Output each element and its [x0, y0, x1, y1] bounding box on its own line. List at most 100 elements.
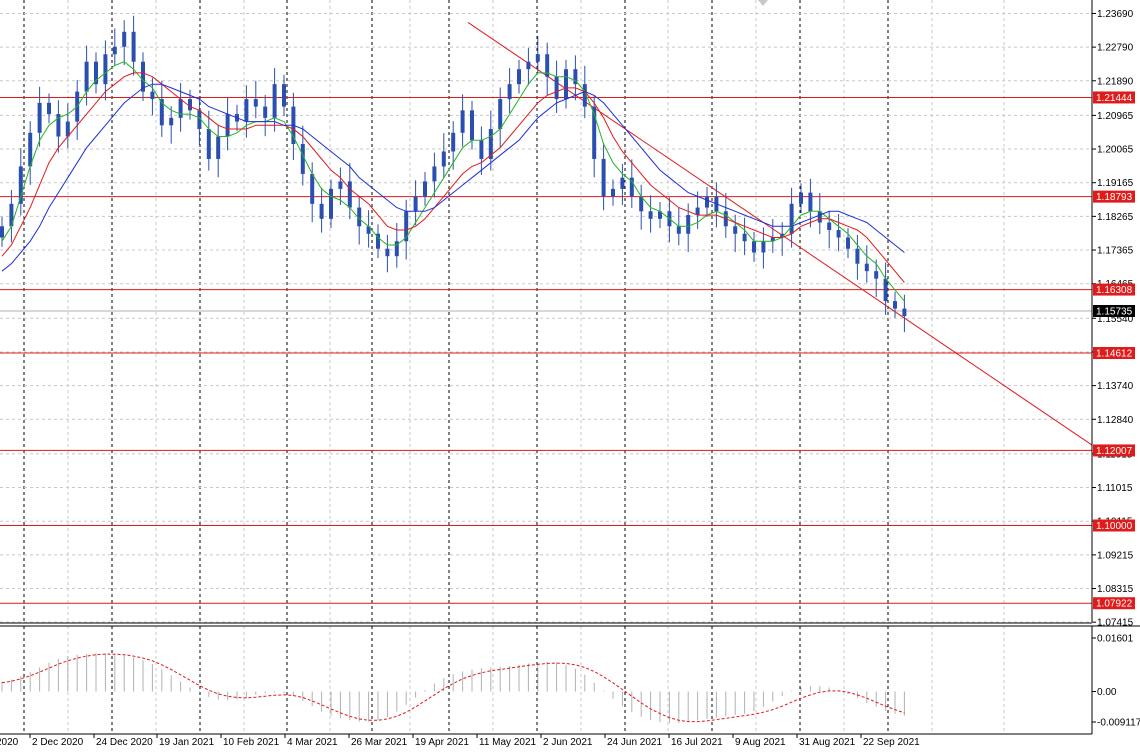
candle-body	[761, 241, 766, 253]
level-tag-bg	[1093, 444, 1135, 457]
candle-body	[385, 248, 390, 257]
level-tag-bg	[1093, 597, 1135, 610]
trendline[interactable]	[467, 22, 1093, 446]
time-tick-label: 24 Dec 2020	[96, 737, 153, 748]
time-tick-label: 26 Mar 2021	[351, 737, 408, 748]
candle-body	[460, 110, 465, 133]
scroll-marker-icon[interactable]	[758, 0, 768, 6]
candle-body	[545, 54, 550, 77]
candle-body	[84, 61, 89, 92]
candle-body	[197, 110, 202, 130]
candle-body	[150, 91, 155, 100]
candle-body	[103, 54, 108, 85]
level-tag-label: 1.12007	[1096, 446, 1133, 457]
candle-body	[705, 196, 709, 208]
candle-body	[441, 151, 446, 167]
candle-body	[18, 166, 23, 204]
candle-body	[770, 237, 775, 242]
osc-tick-label: 0.00	[1097, 687, 1117, 698]
candle-body	[498, 99, 503, 130]
current-price-tag-bg	[1093, 305, 1135, 317]
price-tick-label: 1.09215	[1097, 550, 1134, 561]
candle-body	[470, 110, 474, 141]
time-tick-label: 24 Jun 2021	[607, 737, 662, 748]
level-tag-label: 1.18793	[1096, 192, 1133, 203]
time-tick-label: 2020	[0, 737, 19, 748]
candle-body	[338, 181, 343, 189]
candle-body	[592, 106, 597, 159]
candle-body	[169, 117, 174, 126]
candle-body	[695, 207, 700, 216]
candle-body	[507, 84, 512, 100]
candle-body	[423, 181, 427, 197]
candle-body	[827, 222, 832, 231]
ma-mid-line	[1, 72, 905, 283]
level-tag-bg	[1093, 190, 1135, 203]
candle-body	[413, 196, 418, 212]
candle-body	[817, 211, 822, 223]
candle-body	[263, 106, 268, 118]
time-tick-label: 19 Apr 2021	[415, 737, 469, 748]
time-axis: 2020 2 Dec 2020 24 Dec 2020 19 Jan 2021 10 F…	[0, 734, 920, 748]
price-tick-label: 1.22790	[1097, 43, 1134, 54]
time-tick-label: 9 Aug 2021	[735, 737, 786, 748]
vertical-gridlines	[23, 0, 1005, 734]
candle-body	[488, 129, 493, 159]
candle-body	[376, 233, 380, 249]
candle-body	[282, 84, 286, 107]
candle-body	[329, 188, 333, 219]
oscillator-histogram	[1, 653, 905, 723]
candle-body	[752, 241, 756, 253]
level-tag-bg	[1093, 347, 1135, 360]
candle-body	[122, 31, 127, 47]
level-price-tags: 1.21444 1.18793 1.16308 1.14612 1.12007 1.100…	[1093, 91, 1135, 610]
price-tick-label: 1.23690	[1097, 9, 1134, 20]
candle-body	[808, 192, 813, 212]
candle-body	[883, 278, 888, 302]
level-tag-label: 1.14612	[1096, 349, 1133, 360]
candle-body	[742, 233, 747, 242]
candle-body	[404, 211, 409, 242]
candle-body	[902, 308, 907, 317]
candle-body	[188, 99, 192, 111]
time-tick-label: 10 Feb 2021	[223, 737, 280, 748]
candle-body	[526, 61, 531, 70]
time-tick-label: 19 Jan 2021	[159, 737, 214, 748]
candle-body	[253, 99, 258, 107]
candle-body	[37, 102, 42, 133]
candle-body	[28, 132, 33, 167]
candle-body	[573, 69, 578, 85]
candle-body	[554, 76, 559, 100]
current-price-tag-label: 1.15735	[1096, 307, 1133, 318]
candle-body	[893, 301, 897, 309]
candle-body	[479, 140, 484, 159]
candle-body	[629, 177, 634, 197]
candle-body	[131, 31, 136, 62]
level-tag-bg	[1093, 283, 1135, 296]
price-tick-label: 1.13740	[1097, 381, 1134, 392]
price-tick-label: 1.12840	[1097, 415, 1134, 426]
candle-body	[300, 143, 305, 174]
candle-body	[394, 241, 399, 257]
candle-body	[112, 46, 117, 55]
candle-body	[648, 211, 653, 219]
price-tick-label: 1.15540	[1097, 314, 1134, 325]
price-tick-label: 1.18265	[1097, 212, 1134, 223]
candle-body	[432, 166, 437, 182]
candle-body	[0, 226, 4, 238]
candle-body	[780, 233, 785, 238]
time-tick-label: 22 Sep 2021	[863, 737, 920, 748]
candle-body	[225, 114, 230, 137]
horizontal-levels[interactable]	[0, 96, 1092, 604]
candle-body	[451, 132, 456, 152]
candle-body	[676, 226, 681, 234]
candle-body	[366, 226, 371, 234]
candle-body	[601, 158, 606, 197]
oscillator-signal-line	[1, 653, 905, 723]
current-price-tag: 1.15735	[1093, 305, 1135, 318]
level-tag-label: 1.16308	[1096, 285, 1133, 296]
candle-body	[216, 136, 221, 159]
candle-body	[159, 99, 164, 126]
candle-body	[9, 203, 14, 227]
